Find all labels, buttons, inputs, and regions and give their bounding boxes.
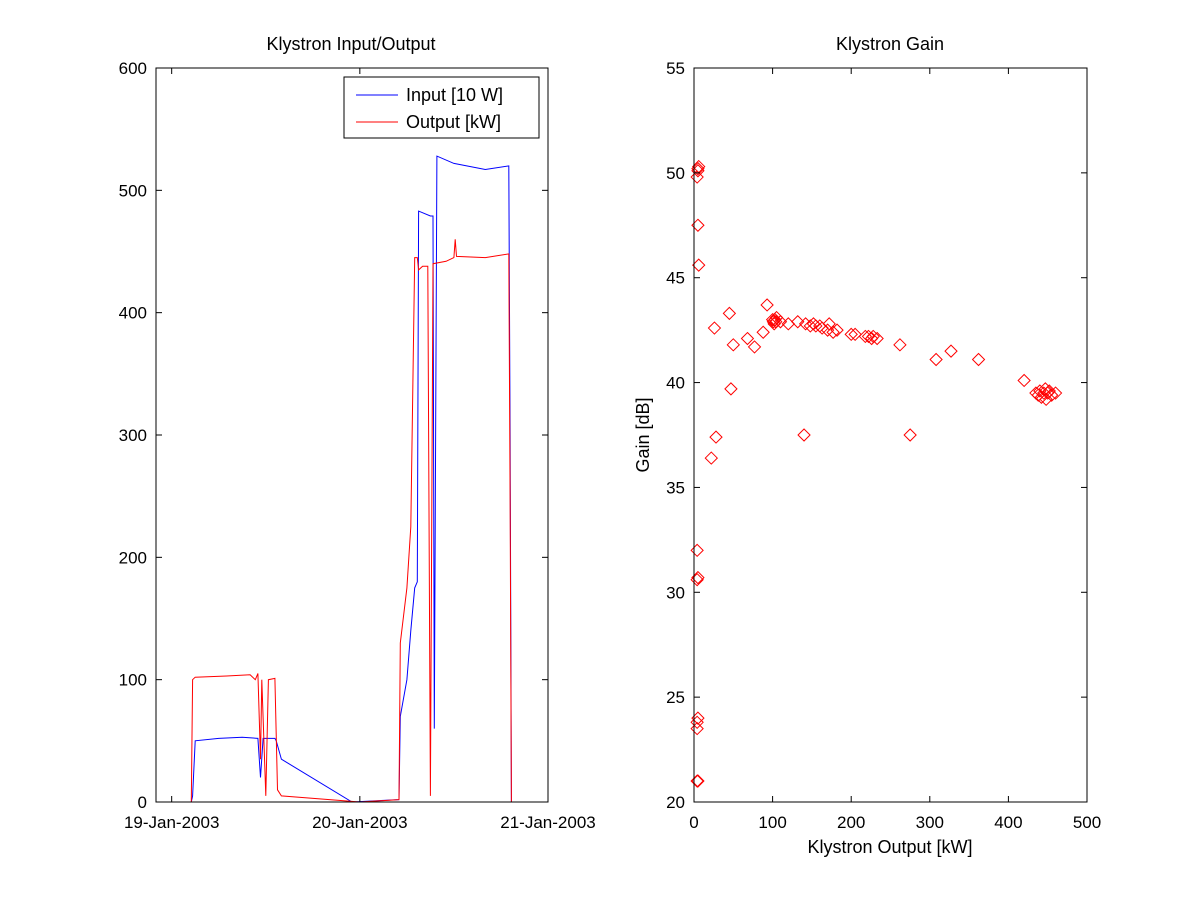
scatter-point — [765, 312, 780, 327]
scatter-point — [692, 258, 706, 272]
scatter-point — [722, 306, 737, 321]
scatter-point — [1033, 384, 1047, 398]
scatter-point — [830, 323, 844, 337]
scatter-point — [709, 430, 723, 444]
x-tick-label: 100 — [758, 813, 786, 832]
y-tick-label: 300 — [119, 426, 147, 445]
y-tick-label: 200 — [119, 548, 147, 567]
scatter-point — [944, 344, 958, 358]
axis-ticks: 0 100 200 300 400 500 20 25 30 35 40 45 50 55 — [666, 59, 1101, 832]
y-tick-label: 45 — [666, 269, 685, 288]
y-tick-label: 600 — [119, 59, 147, 78]
scatter-point — [726, 338, 741, 352]
scatter-points — [690, 159, 1063, 788]
scatter-point — [760, 298, 774, 312]
chart-input-output: Klystron Input/Output 19-Jan-2003 20-Jan-… — [119, 34, 596, 832]
scatter-point — [1039, 392, 1053, 407]
scatter-point — [690, 721, 704, 736]
scatter-point — [903, 428, 917, 442]
y-tick-label: 500 — [119, 181, 147, 200]
y-tick-label: 50 — [666, 164, 685, 183]
scatter-point — [690, 774, 704, 788]
x-tick-label: 20-Jan-2003 — [312, 813, 407, 832]
scatter-point — [826, 325, 840, 339]
y-tick-label: 30 — [666, 583, 685, 602]
scatter-point — [848, 327, 862, 342]
scatter-point — [724, 382, 738, 396]
y-tick-label: 0 — [138, 793, 147, 812]
x-tick-label: 500 — [1073, 813, 1101, 832]
y-tick-label: 20 — [666, 793, 685, 812]
plot-frame — [693, 67, 1088, 803]
scatter-point — [756, 325, 770, 339]
scatter-point — [866, 329, 880, 344]
scatter-point — [1044, 388, 1059, 402]
legend: Input [10 W] Output [kW] — [343, 76, 540, 139]
scatter-point — [870, 331, 884, 346]
y-tick-label: 400 — [119, 304, 147, 323]
legend-label-output: Output [kW] — [406, 112, 501, 132]
scatter-point — [704, 451, 718, 465]
y-tick-label: 35 — [666, 478, 685, 497]
scatter-point — [791, 315, 805, 329]
scatter-point — [690, 170, 704, 184]
scatter-point — [740, 331, 755, 346]
x-axis-label: Klystron Output [kW] — [807, 837, 972, 857]
scatter-point — [803, 319, 818, 333]
scatter-point — [1017, 373, 1031, 388]
x-tick-label: 400 — [994, 813, 1022, 832]
scatter-point — [773, 315, 788, 329]
x-tick-label: 21-Jan-2003 — [500, 813, 595, 832]
series-group — [171, 155, 512, 803]
scatter-point — [893, 338, 907, 352]
y-tick-label: 100 — [119, 671, 147, 690]
scatter-point — [971, 352, 986, 367]
x-tick-label: 200 — [837, 813, 865, 832]
x-tick-label: 0 — [689, 813, 698, 832]
scatter-point — [844, 327, 858, 342]
scatter-point — [690, 715, 704, 730]
x-tick-label: 19-Jan-2003 — [124, 813, 219, 832]
scatter-point — [1048, 386, 1063, 400]
y-axis-label: Gain [dB] — [633, 397, 653, 472]
scatter-point — [690, 572, 704, 587]
chart-title: Klystron Input/Output — [266, 34, 435, 54]
chart-title: Klystron Gain — [836, 34, 944, 54]
y-tick-label: 40 — [666, 374, 685, 393]
scatter-point — [707, 321, 722, 335]
legend-label-input: Input [10 W] — [406, 85, 503, 105]
scatter-point — [797, 428, 811, 442]
x-tick-label: 300 — [916, 813, 944, 832]
series-line-0 — [171, 155, 512, 803]
y-tick-label: 55 — [666, 59, 685, 78]
scatter-point — [861, 329, 876, 344]
axis-ticks: 19-Jan-2003 20-Jan-2003 21-Jan-2003 0 100 200… — [119, 59, 596, 832]
legend-box — [343, 76, 540, 139]
y-tick-label: 25 — [666, 688, 685, 707]
series-line-1 — [171, 239, 512, 803]
scatter-point — [929, 352, 943, 367]
chart-gain: Klystron Gain 0 100 200 300 400 500 20 25 30 35 40… — [633, 34, 1101, 857]
scatter-point — [747, 340, 762, 354]
scatter-point — [1037, 386, 1051, 400]
scatter-point — [690, 543, 704, 558]
